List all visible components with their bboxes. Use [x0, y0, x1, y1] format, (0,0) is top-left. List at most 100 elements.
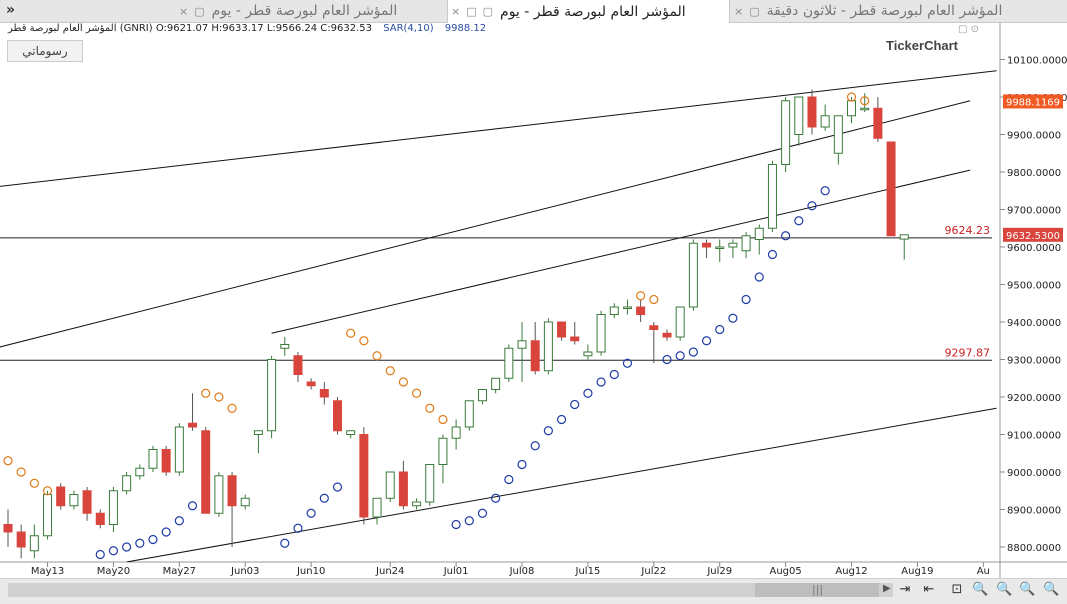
sar-dot	[767, 249, 778, 260]
x-tick-label: Jul15	[575, 566, 601, 577]
candle-down	[530, 340, 540, 372]
candle-up	[385, 471, 395, 499]
sar-dot	[649, 294, 659, 305]
level-label: 9297.87	[945, 346, 991, 359]
sar-label: SAR(4,10)	[383, 23, 434, 34]
x-tick-label: Jun03	[230, 566, 259, 577]
sar-dot	[29, 478, 39, 488]
sar-dot	[820, 186, 830, 196]
sar-dot	[860, 96, 870, 106]
sar-dot	[174, 516, 184, 526]
candle-up	[833, 115, 843, 154]
minimize-icon[interactable]: ▢	[194, 4, 205, 18]
sar-dot	[636, 291, 646, 301]
minimize-icon[interactable]: ▢	[749, 4, 760, 18]
y-tick-label: 8900.0000	[1007, 506, 1061, 517]
minimize-icon[interactable]: ▢	[482, 5, 494, 18]
my-drawings-button[interactable]: رسوماتي	[7, 40, 83, 62]
sar-dot	[517, 459, 527, 470]
scrollbar-thumb[interactable]	[755, 583, 879, 597]
trend-line	[0, 70, 997, 187]
y-tick-label: 9200.0000	[1007, 393, 1061, 404]
candle-up	[477, 389, 487, 402]
tab-index-day-2[interactable]: × ▢ المؤشر العام لبورصة قطر - يوم	[176, 0, 441, 22]
candle-up	[451, 426, 461, 439]
sar-dot	[846, 92, 857, 102]
candle-up	[688, 242, 698, 308]
candle-up	[596, 314, 606, 353]
sar-dot	[583, 388, 593, 398]
sar-dot	[451, 519, 461, 530]
tab-index-day[interactable]: × □ ▢ المؤشر العام لبورصة قطر - يوم	[447, 0, 730, 23]
candle-up	[860, 107, 870, 111]
sar-dot	[319, 493, 329, 503]
candle-down	[3, 524, 13, 533]
trend-line	[271, 169, 971, 334]
zoom-out-icon[interactable]: 🔍	[1043, 582, 1060, 597]
candle-down	[161, 449, 171, 473]
price-tag-label: 9988.1169	[1006, 97, 1060, 108]
tab-index-30min[interactable]: × ▢ المؤشر العام لبورصة قطر - ثلاثون دقي…	[731, 0, 1067, 22]
y-tick-label: 9100.0000	[1007, 431, 1061, 442]
y-tick-label: 10100.0000	[1007, 56, 1067, 67]
zoom-in-icon[interactable]: 🔍	[1019, 582, 1036, 597]
close-icon[interactable]: ×	[179, 4, 189, 18]
sar-dot	[438, 414, 448, 425]
sar-dot	[425, 403, 435, 413]
sar-dot	[148, 534, 158, 545]
zoom-area-icon[interactable]: 🔍	[972, 582, 989, 597]
candle-up	[425, 464, 435, 503]
candle-up	[412, 501, 422, 507]
x-tick-label: May20	[97, 566, 130, 577]
candle-up	[69, 494, 79, 507]
sar-dot	[807, 201, 817, 211]
chart-scrollbar[interactable]	[8, 583, 893, 597]
candle-down	[649, 325, 659, 330]
sar-dot	[398, 377, 408, 387]
candle-up	[240, 497, 250, 507]
x-tick-label: Jul29	[706, 566, 732, 577]
chart-window-buttons[interactable]: ▢ ⊙	[958, 24, 980, 35]
fit-screen-icon[interactable]: ⊡	[951, 582, 963, 597]
price-chart[interactable]: 8800.0000 8900.0000 9000.0000 9100.0000 9200…	[0, 0, 1067, 578]
candle-down	[636, 306, 646, 315]
tabs-overflow-chevron-icon[interactable]: »	[6, 2, 16, 18]
candle-up	[754, 227, 764, 240]
candle-up	[267, 359, 277, 432]
candle-up	[29, 535, 39, 552]
close-icon[interactable]: ×	[451, 5, 461, 18]
sar-dot	[741, 294, 751, 305]
sar-dot	[3, 456, 13, 466]
candle-down	[201, 430, 211, 514]
ohlc-values: O:9621.07 H:9633.17 L:9566.24 C:9632.53	[155, 23, 373, 34]
tab-title: المؤشر العام لبورصة قطر - يوم	[500, 3, 686, 20]
level-label: 9624.23	[945, 224, 991, 237]
restore-icon[interactable]: □	[466, 5, 477, 18]
sar-dot	[491, 493, 501, 503]
tab-title: المؤشر العام لبورصة قطر - ثلاثون دقيقة	[766, 3, 1003, 19]
close-icon[interactable]: ×	[734, 4, 744, 18]
price-tag-label: 9632.5300	[1006, 231, 1060, 242]
sar-dot	[530, 441, 540, 451]
candle-up	[43, 494, 53, 537]
candle-up	[715, 246, 725, 249]
sar-dot	[227, 403, 237, 413]
scroll-right-icon[interactable]: ▶	[883, 583, 891, 594]
candle-down	[188, 422, 198, 428]
candle-down	[319, 389, 329, 398]
candle-down	[56, 486, 66, 507]
candle-down	[662, 332, 672, 338]
sar-dot	[293, 523, 303, 533]
go-to-end-icon[interactable]: ⇥	[899, 582, 911, 597]
sar-dot	[201, 388, 211, 398]
zoom-reset-icon[interactable]: 🔍	[996, 582, 1013, 597]
x-tick-label: Jul08	[509, 566, 535, 577]
sar-dot	[570, 399, 580, 410]
sar-dot	[477, 508, 488, 518]
x-tick-label: May27	[163, 566, 196, 577]
candle-up	[346, 430, 356, 435]
price-tag-box	[1003, 94, 1063, 109]
y-tick-label: 8800.0000	[1007, 543, 1061, 554]
go-to-start-icon[interactable]: ⇤	[923, 582, 935, 597]
sar-dot	[781, 231, 791, 241]
